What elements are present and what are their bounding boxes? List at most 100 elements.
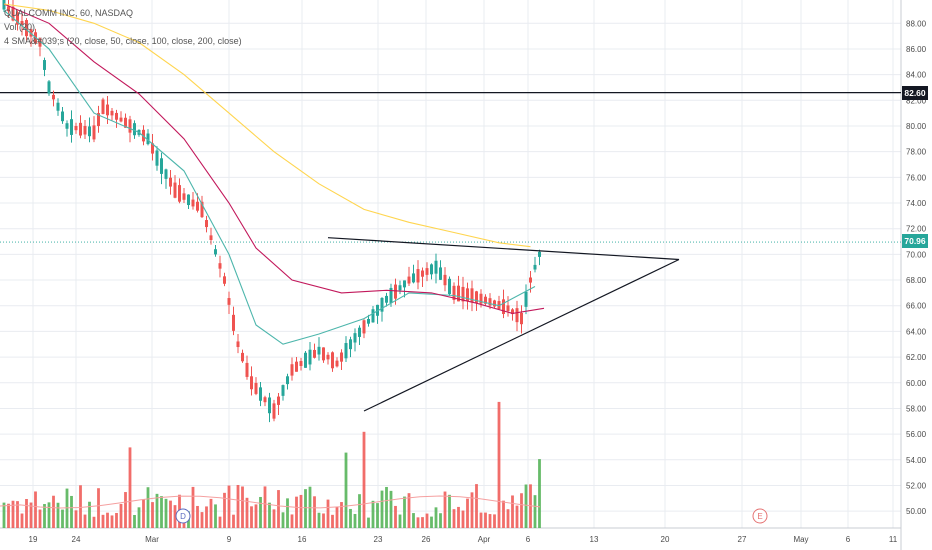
volume-bar xyxy=(7,503,10,528)
chart-legend: QUALCOMM INC, 60, NASDAQ Vol (20) 4 SMA&… xyxy=(4,6,242,48)
volume-bar xyxy=(115,512,118,528)
volume-bar xyxy=(398,514,402,528)
time-tick-label: 19 xyxy=(29,535,38,544)
candle-body xyxy=(524,291,528,307)
candle-body xyxy=(466,288,469,302)
price-tick-label: 50.00 xyxy=(906,507,927,516)
volume-bar xyxy=(263,486,267,528)
volume-bar xyxy=(133,514,136,528)
candle-body xyxy=(416,269,420,283)
candle-body xyxy=(353,333,357,343)
candle-body xyxy=(371,309,375,323)
candle-body xyxy=(538,251,541,257)
volume-bar xyxy=(155,493,159,528)
time-tick-label: 13 xyxy=(590,535,599,544)
volume-bar xyxy=(407,493,411,528)
candle-body xyxy=(425,268,429,275)
volume-bar xyxy=(506,509,510,528)
candle-body xyxy=(187,194,190,206)
time-tick-label: 6 xyxy=(846,535,851,544)
price-tick-label: 74.00 xyxy=(906,199,927,208)
candle-body xyxy=(389,287,393,303)
volume-bar xyxy=(376,503,379,528)
candle-body xyxy=(178,185,181,202)
volume-bar xyxy=(110,515,114,528)
candle-body xyxy=(223,276,226,284)
candle-body xyxy=(11,6,15,21)
volume-bar xyxy=(52,495,55,528)
dividend-marker[interactable] xyxy=(175,508,191,524)
earnings-marker-label: E xyxy=(757,512,762,521)
volume-bar xyxy=(281,512,285,528)
volume-bar xyxy=(362,431,366,528)
earnings-marker[interactable] xyxy=(752,508,768,524)
candle-body xyxy=(119,117,123,122)
volume-bar xyxy=(254,504,258,528)
volume-bar xyxy=(128,447,132,528)
trendline-2[interactable] xyxy=(363,258,680,412)
volume-bar xyxy=(322,513,325,528)
candle-body xyxy=(304,352,307,368)
candle-body xyxy=(214,249,217,255)
time-tick-label: 6 xyxy=(526,535,531,544)
volume-bar xyxy=(169,500,172,528)
volume-bar xyxy=(452,509,456,528)
time-tick-label: 11 xyxy=(889,535,898,544)
volume-bar xyxy=(349,508,352,528)
candle-body xyxy=(448,278,451,295)
volume-bar xyxy=(227,485,231,528)
price-tick-label: 56.00 xyxy=(906,430,927,439)
volume-bar xyxy=(245,497,249,528)
candle-body xyxy=(313,349,316,358)
price-tick-label: 76.00 xyxy=(906,173,927,182)
price-tick-label: 70.00 xyxy=(906,250,927,259)
volume-bar xyxy=(520,493,523,528)
time-tick-label: 24 xyxy=(72,535,81,544)
candle-body xyxy=(281,385,285,396)
candle-body xyxy=(403,280,406,288)
candle-body xyxy=(218,263,222,269)
volume-bar xyxy=(101,514,105,528)
volume-bar xyxy=(137,507,141,528)
symbol-legend[interactable]: QUALCOMM INC, 60, NASDAQ xyxy=(4,8,134,18)
candle-body xyxy=(169,177,172,187)
candle-body xyxy=(529,277,532,283)
candle-body xyxy=(461,286,465,302)
candle-body xyxy=(335,360,339,367)
candle-body xyxy=(133,123,136,136)
volume-bar xyxy=(2,502,6,528)
time-tick-label: Mar xyxy=(145,535,159,544)
price-tick-label: 82.00 xyxy=(906,96,927,105)
volume-bar xyxy=(340,502,343,528)
candle-body xyxy=(398,285,402,291)
candle-body xyxy=(286,376,289,385)
volume-bar xyxy=(92,516,96,528)
time-tick-label: 26 xyxy=(422,535,431,544)
candle-body xyxy=(340,352,343,362)
volume-bar xyxy=(344,452,348,528)
trendline-1[interactable] xyxy=(327,237,680,261)
volume-bar xyxy=(74,510,78,528)
candle-body xyxy=(380,297,384,312)
volume-bar xyxy=(425,513,429,528)
candle-body xyxy=(272,403,276,419)
time-tick-label: 27 xyxy=(738,535,747,544)
volume-bar xyxy=(295,496,298,528)
candle-body xyxy=(196,201,199,211)
volume-bar xyxy=(38,509,42,528)
candle-body xyxy=(56,102,60,111)
candle-body xyxy=(259,387,262,401)
candle-body xyxy=(331,352,334,369)
horizontal-line-price-tag: 82.60 xyxy=(902,86,928,100)
sma-legend[interactable]: 4 SMA&#039;s (20, close, 50, close, 100,… xyxy=(4,36,242,46)
volume-legend[interactable]: Vol (20) xyxy=(4,22,36,32)
volume-bar xyxy=(434,507,438,528)
candle-body xyxy=(7,6,10,12)
sma-line-3 xyxy=(3,3,531,248)
volume-bar xyxy=(448,494,451,528)
volume-bar xyxy=(205,506,208,528)
candle-body xyxy=(200,201,204,218)
candle-body xyxy=(115,112,118,120)
